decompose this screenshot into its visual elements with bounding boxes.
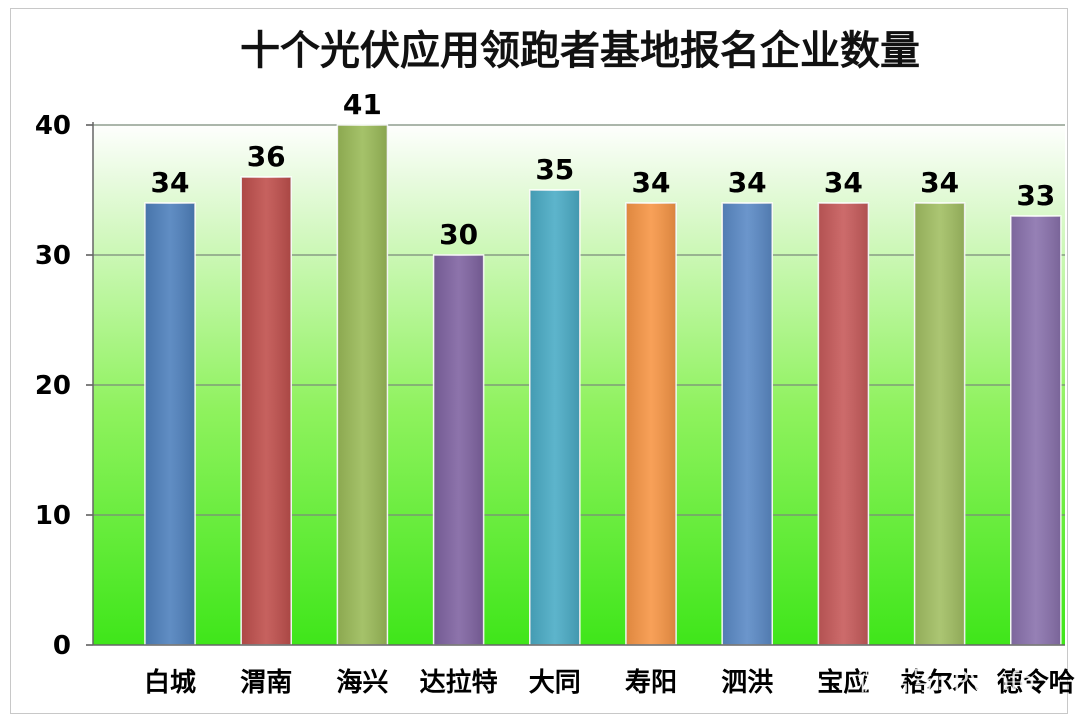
bar-shade-8 <box>914 203 965 645</box>
y-axis: 0 10 20 30 40 <box>35 111 94 661</box>
value-label-7: 34 <box>824 166 863 199</box>
value-label-9: 33 <box>1016 179 1055 212</box>
x-tick-label-5: 寿阳 <box>625 668 677 698</box>
bar-shade-1 <box>241 177 292 645</box>
chart-title: 十个光伏应用领跑者基地报名企业数量 <box>240 28 920 74</box>
value-label-4: 35 <box>535 153 574 186</box>
bar-shade-9 <box>1010 216 1061 645</box>
value-label-2: 41 <box>343 88 382 121</box>
value-label-1: 36 <box>247 140 286 173</box>
bar-shade-3 <box>433 255 484 645</box>
x-tick-label-3: 达拉特 <box>420 667 498 698</box>
value-labels: 34 36 41 30 35 34 34 34 34 33 <box>151 88 1056 251</box>
bar-shade-6 <box>722 203 773 645</box>
bar-shade-4 <box>529 190 580 645</box>
y-tick-label-2: 20 <box>35 371 71 401</box>
x-tick-label-1: 渭南 <box>240 668 292 698</box>
y-tick-label-0: 0 <box>53 631 71 661</box>
bars <box>144 124 1062 646</box>
x-tick-label-7: 宝应 <box>817 667 869 698</box>
y-tick-label-3: 30 <box>35 241 71 271</box>
x-tick-label-2: 海兴 <box>336 668 388 698</box>
value-label-5: 34 <box>632 166 671 199</box>
value-label-0: 34 <box>151 166 190 199</box>
bar-shade-7 <box>818 203 869 645</box>
x-tick-label-6: 泗洪 <box>721 668 773 698</box>
x-tick-label-0: 白城 <box>144 667 196 698</box>
y-tick-label-4: 40 <box>35 111 71 141</box>
bar-shade-2 <box>337 125 388 645</box>
y-tick-label-1: 10 <box>35 501 71 531</box>
bar-shade-0 <box>145 203 195 645</box>
value-label-6: 34 <box>728 166 767 199</box>
bar-shade-5 <box>626 203 676 645</box>
x-tick-label-4: 大同 <box>529 668 581 698</box>
value-label-3: 30 <box>439 218 478 251</box>
x-axis: 白城 渭南 海兴 达拉特 大同 寿阳 泗洪 宝应 格尔木 德令哈 <box>93 644 1075 698</box>
watermark-text: 微信号: PVinfo <box>858 667 1035 697</box>
x-tick-label-8: 格尔木 <box>901 667 979 698</box>
x-tick-label-9: 德令哈 <box>997 667 1075 698</box>
value-label-8: 34 <box>920 166 959 199</box>
